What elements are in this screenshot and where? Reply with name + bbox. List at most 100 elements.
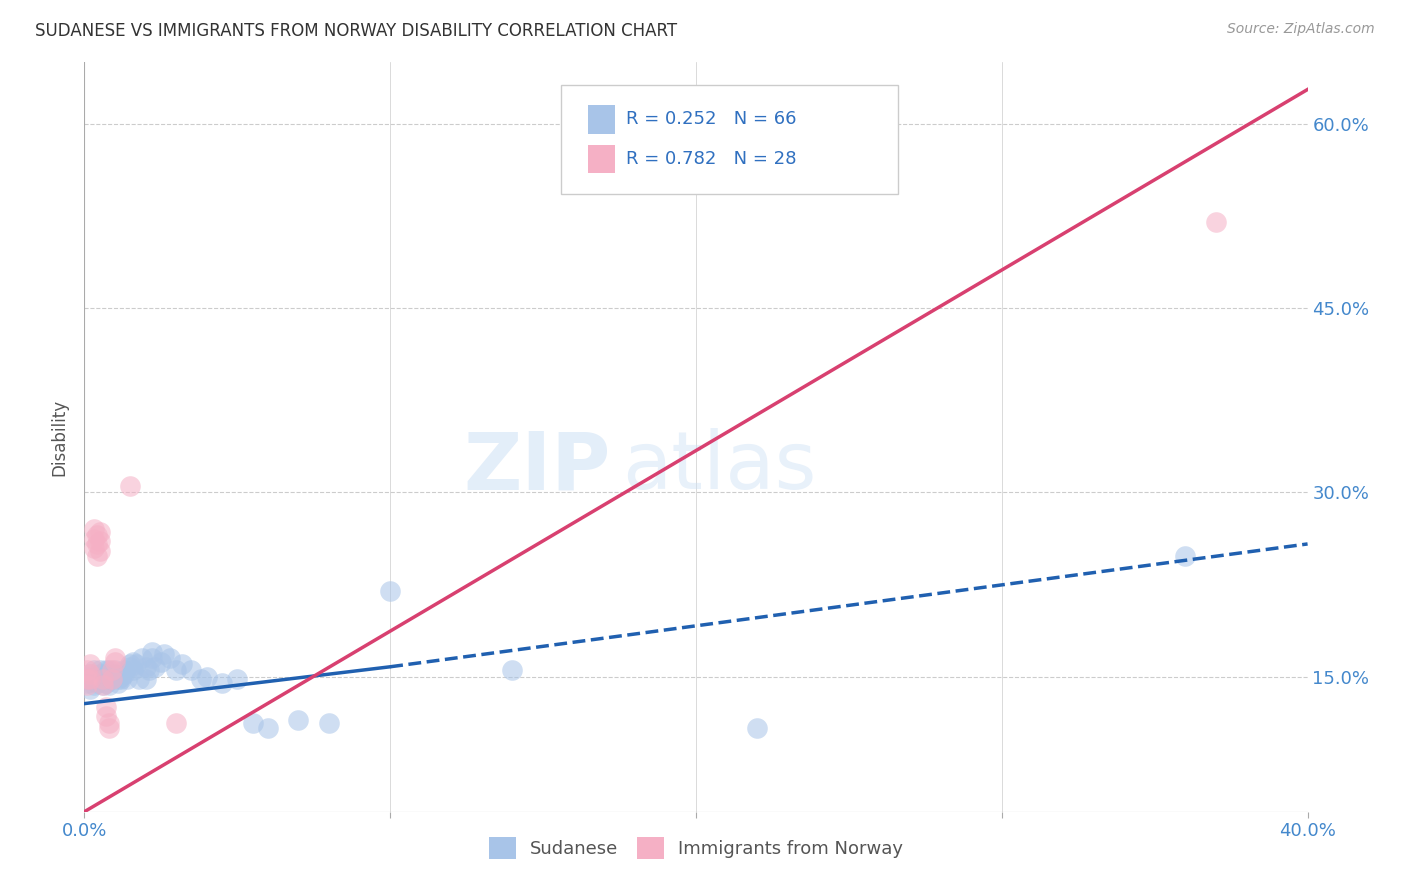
- Point: [91, 678, 114, 692]
- Point: [83, 541, 105, 555]
- Point: [226, 672, 249, 686]
- Point: [138, 664, 160, 678]
- Point: [76, 678, 98, 692]
- Point: [120, 479, 142, 493]
- Point: [190, 672, 212, 686]
- Point: [143, 660, 166, 674]
- Point: [86, 549, 108, 564]
- Bar: [588, 105, 616, 134]
- Point: [101, 670, 124, 684]
- Point: [86, 537, 108, 551]
- Point: [86, 670, 108, 684]
- Point: [135, 660, 157, 674]
- Point: [115, 672, 138, 686]
- Point: [211, 675, 233, 690]
- Text: ZIP: ZIP: [463, 428, 610, 506]
- Point: [79, 667, 101, 681]
- Point: [89, 544, 111, 558]
- Point: [76, 675, 98, 690]
- Point: [79, 667, 101, 681]
- Point: [104, 664, 127, 678]
- Point: [287, 713, 309, 727]
- Point: [79, 672, 101, 686]
- Point: [165, 664, 187, 678]
- Point: [110, 670, 132, 684]
- Point: [112, 664, 135, 678]
- Point: [104, 667, 127, 681]
- Point: [380, 583, 402, 598]
- Point: [83, 522, 105, 536]
- Point: [86, 672, 108, 686]
- Point: [91, 672, 114, 686]
- Point: [86, 528, 108, 542]
- Point: [76, 670, 98, 684]
- Point: [1174, 549, 1197, 564]
- Point: [257, 721, 280, 735]
- Point: [94, 709, 117, 723]
- Point: [135, 672, 157, 686]
- Point: [112, 667, 135, 681]
- Text: Source: ZipAtlas.com: Source: ZipAtlas.com: [1227, 22, 1375, 37]
- Point: [502, 664, 524, 678]
- Point: [122, 664, 145, 678]
- Point: [91, 678, 114, 692]
- Point: [141, 645, 163, 659]
- Point: [153, 648, 176, 662]
- Point: [125, 657, 148, 672]
- Point: [131, 651, 153, 665]
- Point: [97, 672, 120, 686]
- Point: [79, 681, 101, 696]
- Point: [107, 672, 129, 686]
- Text: R = 0.782   N = 28: R = 0.782 N = 28: [626, 150, 797, 168]
- Point: [89, 534, 111, 549]
- Point: [180, 664, 202, 678]
- Point: [89, 672, 111, 686]
- Point: [195, 670, 218, 684]
- Point: [101, 672, 124, 686]
- Point: [97, 721, 120, 735]
- Bar: [588, 145, 616, 173]
- Point: [83, 672, 105, 686]
- Point: [172, 657, 194, 672]
- Point: [104, 651, 127, 665]
- Point: [97, 678, 120, 692]
- Point: [94, 675, 117, 690]
- Point: [141, 651, 163, 665]
- Point: [120, 657, 142, 672]
- Point: [104, 655, 127, 669]
- Point: [86, 675, 108, 690]
- Point: [79, 657, 101, 672]
- Point: [89, 667, 111, 681]
- Text: SUDANESE VS IMMIGRANTS FROM NORWAY DISABILITY CORRELATION CHART: SUDANESE VS IMMIGRANTS FROM NORWAY DISAB…: [35, 22, 678, 40]
- Point: [110, 672, 132, 686]
- Point: [76, 664, 98, 678]
- Point: [120, 660, 142, 674]
- Point: [107, 675, 129, 690]
- Point: [101, 672, 124, 686]
- Point: [165, 716, 187, 731]
- Point: [101, 664, 124, 678]
- Text: R = 0.252   N = 66: R = 0.252 N = 66: [626, 111, 797, 128]
- Point: [79, 672, 101, 686]
- Point: [97, 716, 120, 731]
- Point: [747, 721, 769, 735]
- Point: [97, 664, 120, 678]
- Point: [242, 716, 264, 731]
- Point: [91, 672, 114, 686]
- Point: [94, 667, 117, 681]
- Point: [128, 672, 150, 686]
- Point: [83, 678, 105, 692]
- Point: [89, 664, 111, 678]
- FancyBboxPatch shape: [561, 85, 898, 194]
- Text: atlas: atlas: [623, 428, 817, 506]
- Point: [83, 532, 105, 546]
- Point: [1205, 215, 1227, 229]
- Point: [76, 672, 98, 686]
- Legend: Sudanese, Immigrants from Norway: Sudanese, Immigrants from Norway: [482, 830, 910, 866]
- Point: [94, 664, 117, 678]
- Point: [122, 655, 145, 669]
- Point: [91, 670, 114, 684]
- Point: [94, 700, 117, 714]
- Point: [76, 672, 98, 686]
- Point: [318, 716, 340, 731]
